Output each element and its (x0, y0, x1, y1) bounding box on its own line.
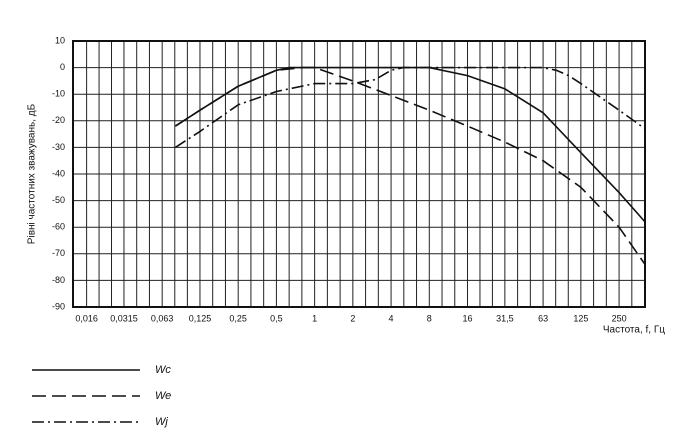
x-tick-label: 0,125 (189, 313, 212, 323)
x-tick-label: 1 (312, 313, 317, 323)
y-tick-label: -40 (52, 168, 65, 178)
x-tick-label: 0,016 (75, 313, 98, 323)
x-tick-label: 125 (573, 313, 588, 323)
series-line (174, 66, 646, 223)
series-line (174, 66, 646, 265)
x-tick-label: 2 (350, 313, 355, 323)
x-tick-label: 0,063 (151, 313, 174, 323)
y-tick-label: 0 (60, 62, 65, 72)
y-tick-label: 10 (55, 35, 65, 45)
legend-label: We (155, 390, 171, 402)
x-tick-label: 16 (463, 313, 473, 323)
y-tick-label: -90 (52, 301, 65, 311)
x-tick-label: 0,25 (229, 313, 247, 323)
x-tick-label: 250 (612, 313, 627, 323)
y-tick-label: -10 (52, 89, 65, 99)
y-tick-label: -60 (52, 222, 65, 232)
x-tick-label: 0,0315 (110, 313, 138, 323)
x-tick-label: 8 (427, 313, 432, 323)
x-tick-label: 4 (389, 313, 394, 323)
x-tick-label: 31,5 (496, 313, 514, 323)
legend-label: Wj (155, 416, 168, 428)
y-axis-title: Рівні частотних зважувань, дБ (27, 103, 38, 244)
y-tick-label: -80 (52, 275, 65, 285)
y-tick-label: -30 (52, 142, 65, 152)
plot-frame (72, 40, 646, 308)
x-tick-label: 63 (538, 313, 548, 323)
y-tick-label: -20 (52, 115, 65, 125)
legend-label: Wc (155, 364, 171, 376)
y-tick-label: -50 (52, 195, 65, 205)
x-tick-label: 0,5 (270, 313, 283, 323)
x-axis-title: Частота, f, Гц (603, 325, 665, 336)
series-line (174, 66, 646, 149)
y-tick-label: -70 (52, 248, 65, 258)
